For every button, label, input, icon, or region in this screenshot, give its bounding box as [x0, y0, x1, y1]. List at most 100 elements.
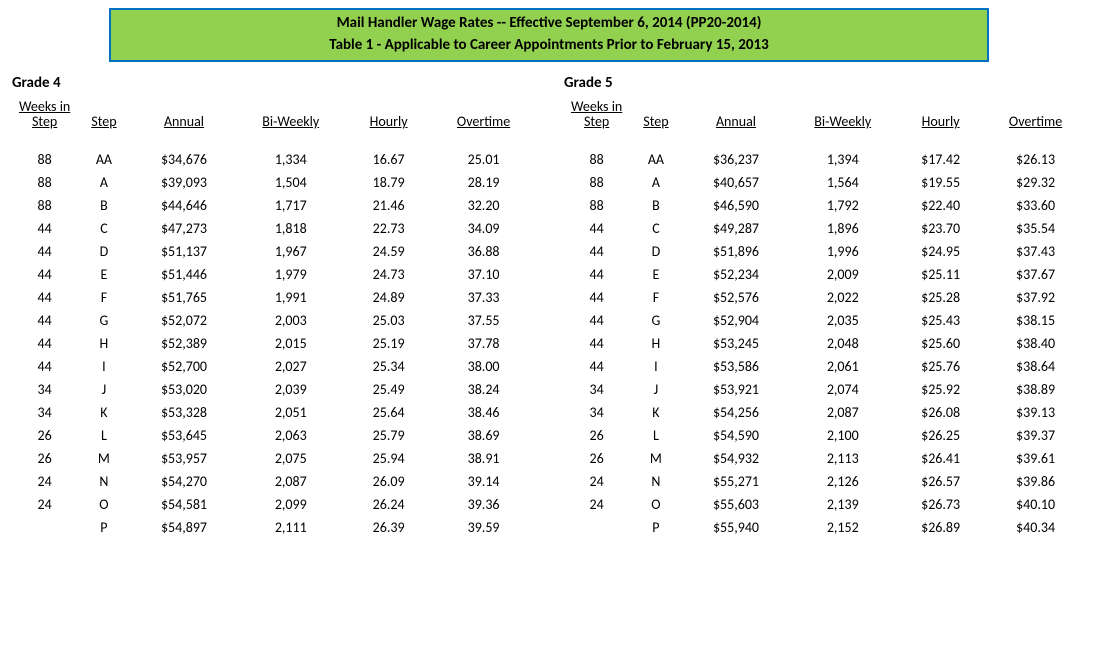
table-row: P$54,8972,11126.3939.59: [12, 516, 534, 539]
cell-annual: $34,676: [131, 148, 238, 171]
cell-step: H: [629, 332, 682, 355]
cell-annual: $55,603: [683, 493, 790, 516]
table-row: 44E$52,2342,009$25.11$37.67: [564, 263, 1086, 286]
cell-weeks: 24: [564, 493, 629, 516]
cell-annual: $40,657: [683, 171, 790, 194]
cell-weeks: 26: [564, 424, 629, 447]
table-row: 24N$55,2712,126$26.57$39.86: [564, 470, 1086, 493]
cell-step: G: [629, 309, 682, 332]
cell-hourly: 22.73: [344, 217, 433, 240]
cell-overtime: $39.13: [985, 401, 1086, 424]
cell-step: O: [629, 493, 682, 516]
col-biweekly: Bi-Weekly: [789, 96, 896, 138]
cell-annual: $54,590: [683, 424, 790, 447]
cell-step: L: [77, 424, 130, 447]
cell-overtime: $40.10: [985, 493, 1086, 516]
table-row: 44H$52,3892,01525.1937.78: [12, 332, 534, 355]
cell-overtime: 37.78: [433, 332, 534, 355]
table-row: 88AA$36,2371,394$17.42$26.13: [564, 148, 1086, 171]
cell-overtime: 39.59: [433, 516, 534, 539]
cell-annual: $54,256: [683, 401, 790, 424]
cell-overtime: $39.37: [985, 424, 1086, 447]
cell-overtime: 25.01: [433, 148, 534, 171]
col-annual: Annual: [683, 96, 790, 138]
cell-biweekly: 2,074: [789, 378, 896, 401]
cell-biweekly: 1,991: [237, 286, 344, 309]
cell-step: N: [77, 470, 130, 493]
cell-step: I: [77, 355, 130, 378]
cell-hourly: 21.46: [344, 194, 433, 217]
cell-biweekly: 2,152: [789, 516, 896, 539]
cell-hourly: 25.19: [344, 332, 433, 355]
cell-annual: $53,245: [683, 332, 790, 355]
cell-step: N: [629, 470, 682, 493]
cell-weeks: 88: [12, 148, 77, 171]
cell-overtime: 38.24: [433, 378, 534, 401]
cell-hourly: $17.42: [896, 148, 985, 171]
cell-weeks: 44: [564, 286, 629, 309]
cell-overtime: 38.00: [433, 355, 534, 378]
col-step: Step: [629, 96, 682, 138]
table-row: 26L$53,6452,06325.7938.69: [12, 424, 534, 447]
cell-annual: $44,646: [131, 194, 238, 217]
table-row: 88B$44,6461,71721.4632.20: [12, 194, 534, 217]
cell-weeks: 44: [12, 263, 77, 286]
cell-annual: $52,389: [131, 332, 238, 355]
cell-annual: $53,586: [683, 355, 790, 378]
cell-hourly: 18.79: [344, 171, 433, 194]
cell-biweekly: 1,818: [237, 217, 344, 240]
cell-annual: $53,020: [131, 378, 238, 401]
cell-hourly: 26.24: [344, 493, 433, 516]
table-row: 24O$54,5812,09926.2439.36: [12, 493, 534, 516]
cell-step: P: [629, 516, 682, 539]
cell-step: P: [77, 516, 130, 539]
cell-step: AA: [77, 148, 130, 171]
cell-annual: $55,940: [683, 516, 790, 539]
cell-overtime: 39.36: [433, 493, 534, 516]
cell-weeks: 24: [12, 493, 77, 516]
cell-step: C: [77, 217, 130, 240]
cell-biweekly: 1,334: [237, 148, 344, 171]
cell-annual: $53,921: [683, 378, 790, 401]
table-row: 26M$53,9572,07525.9438.91: [12, 447, 534, 470]
cell-hourly: $26.57: [896, 470, 985, 493]
cell-hourly: $19.55: [896, 171, 985, 194]
col-weeks-in-step: Weeks inStep: [12, 96, 77, 138]
cell-overtime: 28.19: [433, 171, 534, 194]
cell-weeks: 24: [564, 470, 629, 493]
table-row: 34K$53,3282,05125.6438.46: [12, 401, 534, 424]
cell-weeks: 88: [12, 194, 77, 217]
cell-hourly: $25.60: [896, 332, 985, 355]
cell-annual: $54,270: [131, 470, 238, 493]
cell-weeks: 34: [12, 401, 77, 424]
cell-annual: $54,581: [131, 493, 238, 516]
cell-annual: $51,446: [131, 263, 238, 286]
cell-weeks: 44: [12, 309, 77, 332]
cell-step: J: [77, 378, 130, 401]
cell-overtime: 37.55: [433, 309, 534, 332]
cell-hourly: $22.40: [896, 194, 985, 217]
cell-step: A: [77, 171, 130, 194]
cell-biweekly: 2,126: [789, 470, 896, 493]
cell-biweekly: 2,039: [237, 378, 344, 401]
cell-weeks: 34: [12, 378, 77, 401]
cell-biweekly: 2,009: [789, 263, 896, 286]
col-annual: Annual: [131, 96, 238, 138]
cell-biweekly: 2,100: [789, 424, 896, 447]
table-row: 44E$51,4461,97924.7337.10: [12, 263, 534, 286]
cell-overtime: $38.15: [985, 309, 1086, 332]
table-row: 88A$40,6571,564$19.55$29.32: [564, 171, 1086, 194]
cell-overtime: $29.32: [985, 171, 1086, 194]
cell-overtime: $39.86: [985, 470, 1086, 493]
cell-hourly: $26.89: [896, 516, 985, 539]
cell-step: M: [629, 447, 682, 470]
cell-biweekly: 1,564: [789, 171, 896, 194]
cell-biweekly: 2,048: [789, 332, 896, 355]
cell-weeks: 44: [12, 286, 77, 309]
cell-overtime: 38.91: [433, 447, 534, 470]
cell-hourly: $25.43: [896, 309, 985, 332]
table-row: 44I$52,7002,02725.3438.00: [12, 355, 534, 378]
cell-hourly: $23.70: [896, 217, 985, 240]
cell-annual: $54,932: [683, 447, 790, 470]
table-row: 44F$52,5762,022$25.28$37.92: [564, 286, 1086, 309]
